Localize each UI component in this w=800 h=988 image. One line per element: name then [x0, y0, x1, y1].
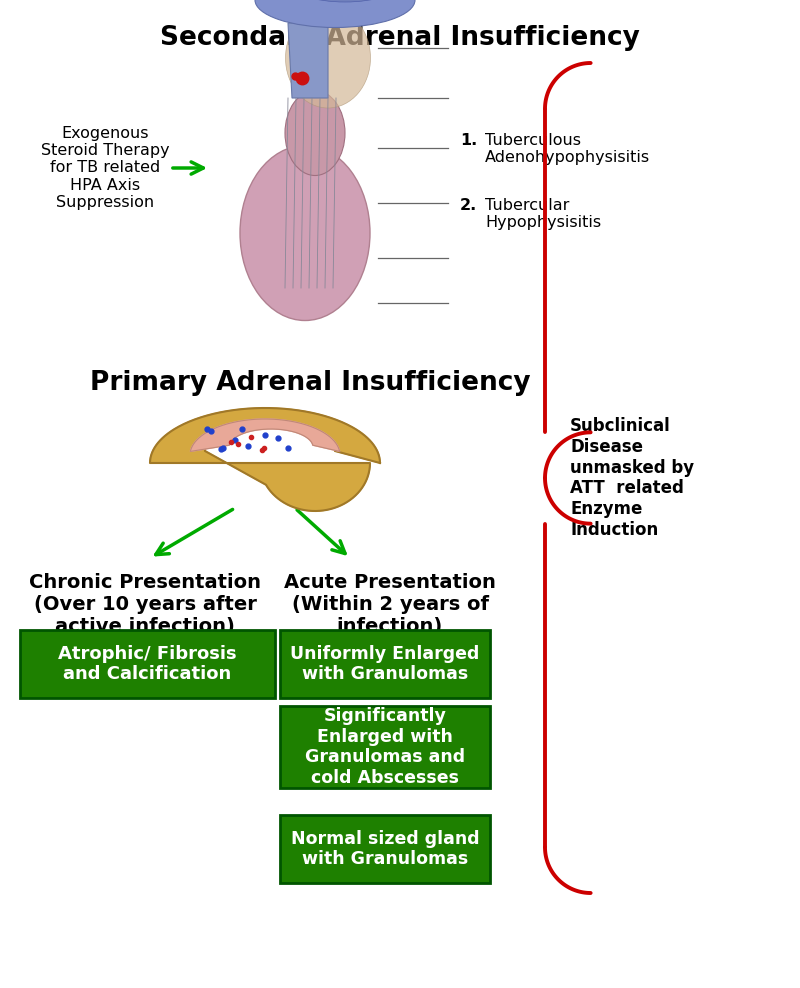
Ellipse shape: [285, 91, 345, 176]
Text: 2.: 2.: [460, 198, 478, 213]
Text: Significantly
Enlarged with
Granulomas and
cold Abscesses: Significantly Enlarged with Granulomas a…: [305, 706, 465, 787]
Text: Normal sized gland
with Granulomas: Normal sized gland with Granulomas: [290, 830, 479, 868]
Text: Acute Presentation
(Within 2 years of
infection): Acute Presentation (Within 2 years of in…: [284, 573, 496, 636]
Text: Tubercular
Hypophysisitis: Tubercular Hypophysisitis: [485, 198, 601, 230]
Text: Tuberculous
Adenohypophysisitis: Tuberculous Adenohypophysisitis: [485, 133, 650, 165]
Polygon shape: [150, 408, 380, 511]
Text: Primary Adrenal Insufficiency: Primary Adrenal Insufficiency: [90, 370, 530, 396]
Text: Exogenous
Steroid Therapy
for TB related
HPA Axis
Suppression: Exogenous Steroid Therapy for TB related…: [41, 125, 170, 210]
Ellipse shape: [240, 145, 370, 320]
Ellipse shape: [286, 8, 370, 108]
Polygon shape: [190, 419, 340, 452]
Text: Uniformly Enlarged
with Granulomas: Uniformly Enlarged with Granulomas: [290, 644, 480, 684]
Ellipse shape: [255, 0, 415, 28]
Text: 1.: 1.: [460, 133, 478, 148]
Text: Subclinical
Disease
unmasked by
ATT  related
Enzyme
Induction: Subclinical Disease unmasked by ATT rela…: [570, 417, 694, 539]
FancyBboxPatch shape: [280, 815, 490, 883]
FancyBboxPatch shape: [20, 630, 275, 698]
Text: Chronic Presentation
(Over 10 years after
active infection): Chronic Presentation (Over 10 years afte…: [29, 573, 261, 636]
Ellipse shape: [290, 0, 400, 2]
Polygon shape: [288, 23, 328, 98]
Text: Secondary Adrenal Insufficiency: Secondary Adrenal Insufficiency: [160, 25, 640, 51]
FancyBboxPatch shape: [280, 706, 490, 788]
FancyBboxPatch shape: [280, 630, 490, 698]
Text: Atrophic/ Fibrosis
and Calcification: Atrophic/ Fibrosis and Calcification: [58, 644, 237, 684]
